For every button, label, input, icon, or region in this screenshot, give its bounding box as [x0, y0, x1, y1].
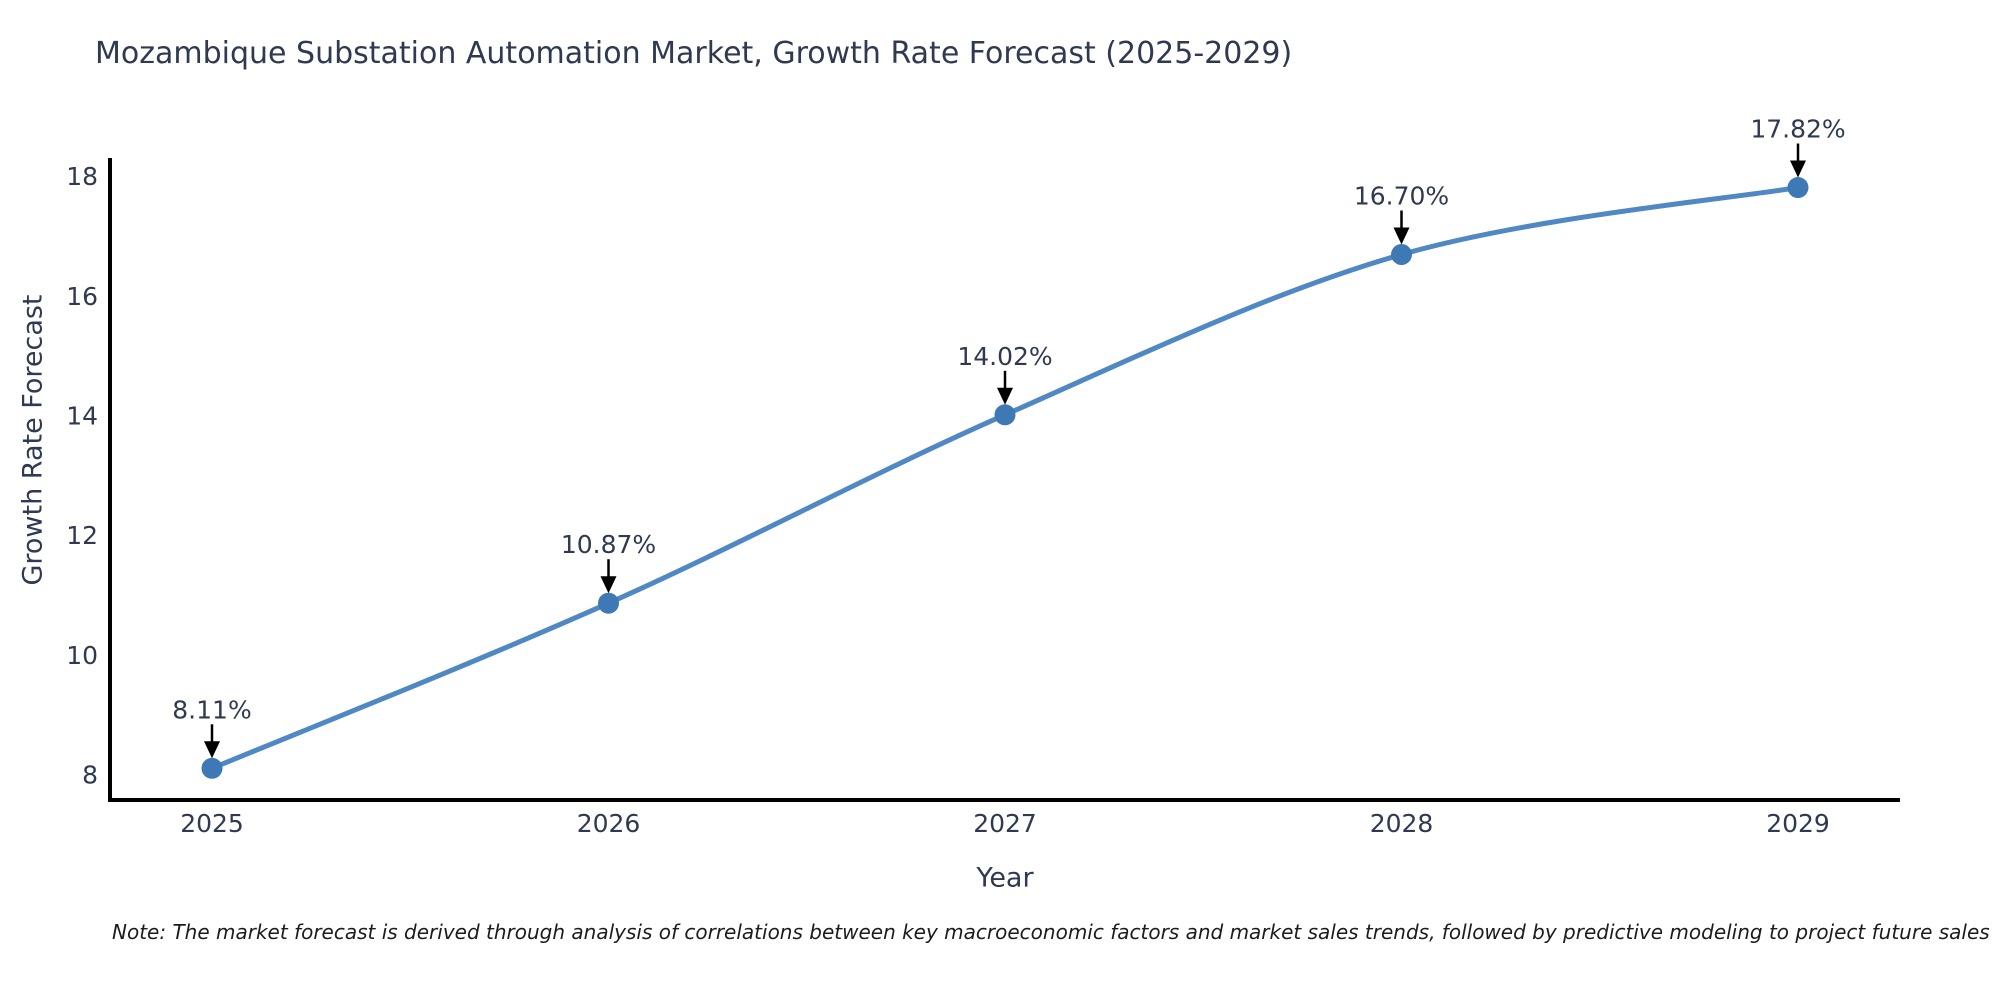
data-point-marker: [1391, 244, 1412, 266]
y-tick-label: 12: [66, 521, 98, 550]
y-axis-label: Growth Rate Forecast: [17, 294, 49, 586]
x-tick-label: 2029: [1766, 809, 1830, 838]
data-point-marker: [994, 404, 1016, 426]
annotation-arrowhead: [204, 741, 220, 759]
y-tick-label: 16: [66, 282, 98, 311]
y-tick-label: 14: [66, 402, 98, 431]
annotation-arrowhead: [1393, 227, 1410, 245]
data-point-label: 17.82%: [1750, 115, 1845, 144]
data-point-marker: [1787, 177, 1809, 199]
x-tick-label: 2027: [973, 809, 1037, 838]
x-tick-label: 2025: [180, 809, 244, 838]
x-axis-label: Year: [976, 862, 1034, 894]
x-tick-label: 2028: [1370, 809, 1434, 838]
forecast-line: [209, 185, 1801, 771]
y-tick-label: 18: [66, 162, 98, 191]
data-point-label: 16.70%: [1354, 182, 1449, 211]
data-point-label: 10.87%: [561, 530, 656, 559]
footnote: Note: The market forecast is derived thr…: [112, 920, 1990, 944]
x-tick-label: 2026: [577, 809, 641, 838]
chart-title: Mozambique Substation Automation Market,…: [95, 36, 1293, 71]
data-point-marker: [598, 592, 619, 614]
data-point-label: 14.02%: [957, 342, 1052, 371]
axis-spines: [108, 158, 1900, 802]
data-point-marker: [201, 757, 223, 779]
annotation-arrowhead: [997, 387, 1013, 405]
annotation-arrowhead: [600, 576, 617, 594]
y-tick-label: 10: [66, 641, 98, 670]
y-tick-label: 8: [82, 760, 98, 789]
annotation-arrowhead: [1790, 160, 1806, 178]
data-point-label: 8.11%: [172, 695, 251, 724]
